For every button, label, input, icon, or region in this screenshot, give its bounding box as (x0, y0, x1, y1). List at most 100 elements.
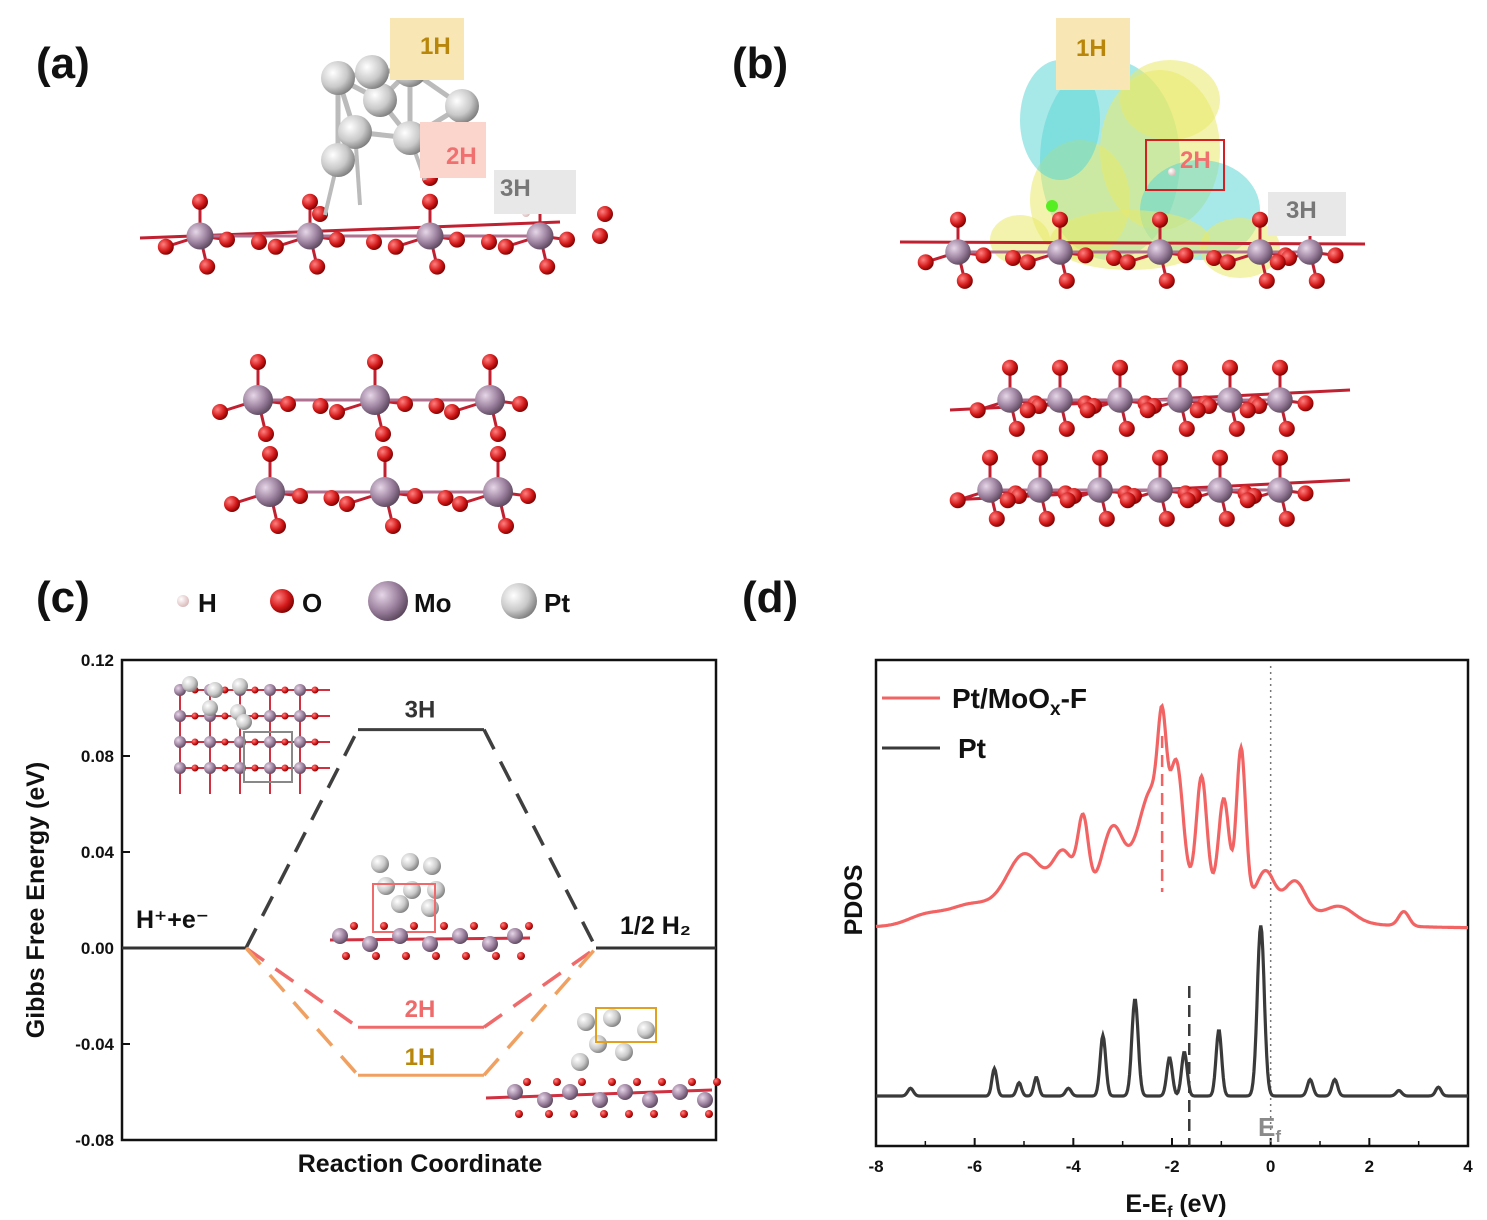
chart-d-ylabel: PDOS (840, 865, 868, 936)
mo-atom (332, 928, 348, 944)
pt-atom (236, 714, 252, 730)
o-atom (982, 449, 998, 466)
x-tick-label: -2 (1164, 1157, 1179, 1176)
o-atom (157, 238, 174, 255)
o-atom (1059, 492, 1076, 509)
o-atom (969, 402, 986, 419)
pathway-in-1h (244, 946, 360, 1077)
panel-label-a: (a) (36, 39, 90, 88)
chart-c-xlabel: Reaction Coordinate (298, 1150, 543, 1178)
o-atom (950, 211, 966, 228)
y-tick-label: 0.00 (81, 939, 114, 958)
pt-atom (615, 1043, 633, 1061)
o-atom (251, 234, 267, 250)
pt-atom (321, 143, 355, 177)
o-atom (523, 1078, 531, 1086)
o-atom (482, 354, 498, 370)
o-atom (366, 234, 382, 250)
pt-atom (207, 682, 223, 698)
pt-atom (445, 89, 479, 123)
o-atom (449, 231, 465, 248)
mo-atom (452, 928, 468, 944)
mo-atom (483, 477, 513, 507)
y-tick-label: 0.04 (81, 843, 115, 862)
o-atom (402, 952, 410, 960)
mo-atom (264, 684, 276, 696)
o-atom (377, 446, 393, 462)
o-atom (1032, 449, 1048, 466)
site-label-1h-b: 1H (1076, 35, 1107, 62)
o-atom (1052, 359, 1068, 376)
o-atom (1058, 420, 1075, 437)
fermi-level-label: Ef (1258, 1112, 1281, 1146)
panel-label-c: (c) (36, 573, 90, 622)
o-atom (452, 496, 468, 512)
pt-atom (355, 55, 389, 89)
mo-atom (174, 762, 186, 774)
o-atom (1052, 211, 1068, 228)
mo-atom (1147, 477, 1173, 503)
o-atom (1077, 247, 1094, 264)
o-atom (407, 488, 423, 504)
site-label-3h-b: 3H (1286, 197, 1317, 224)
o-atom (1098, 510, 1115, 527)
mo-atom (294, 710, 306, 722)
o-atom (1139, 402, 1156, 419)
pathway-out-2h (482, 946, 598, 1029)
mo-atom (296, 222, 324, 250)
pdos-curve-pt-moox (875, 702, 1468, 930)
o-atom (397, 396, 413, 412)
legend-atom-mo (368, 581, 408, 621)
x-tick-label: -8 (868, 1157, 883, 1176)
o-atom (432, 952, 440, 960)
mo-atom (592, 1092, 608, 1108)
o-atom (1272, 449, 1288, 466)
o-atom (956, 272, 973, 289)
y-tick-label: 0.08 (81, 747, 114, 766)
o-atom (224, 496, 240, 512)
o-atom (302, 193, 318, 210)
o-atom (1222, 359, 1238, 376)
o-atom (1158, 510, 1175, 527)
y-tick-label: -0.08 (75, 1131, 114, 1150)
legend-label-pt: Pt (958, 733, 986, 764)
o-atom (570, 1110, 578, 1118)
o-atom (688, 1078, 696, 1086)
pt-atom (403, 881, 421, 899)
x-tick-label: 2 (1365, 1157, 1374, 1176)
o-atom (1058, 272, 1075, 289)
inset-highlight-box (595, 1007, 657, 1043)
mo-atom (526, 222, 554, 250)
chart-c-ylabel: Gibbs Free Energy (eV) (22, 762, 50, 1038)
o-atom (323, 490, 340, 506)
o-atom (1119, 492, 1136, 509)
mo-atom (1267, 387, 1293, 413)
h-atom (1168, 168, 1176, 176)
o-atom (422, 193, 438, 210)
bond (899, 240, 1366, 246)
structure-b (899, 60, 1366, 527)
mo-atom (362, 936, 378, 952)
site-label-2h-b: 2H (1180, 147, 1211, 174)
o-atom (437, 490, 454, 506)
mo-atom (672, 1084, 688, 1100)
o-atom (311, 686, 319, 694)
o-atom (311, 764, 319, 772)
mo-atom (1297, 239, 1323, 265)
o-atom (517, 952, 525, 960)
chart-c-frame (120, 658, 718, 1142)
mo-atom (617, 1084, 633, 1100)
pathway-out-3h (482, 728, 598, 949)
o-atom (490, 446, 506, 462)
o-atom (1189, 402, 1206, 419)
atom-legend: H O Mo Pt (177, 581, 570, 621)
o-atom (539, 258, 556, 275)
legend-label-mo: Mo (414, 588, 452, 618)
o-atom (219, 231, 235, 248)
pt-atom (393, 121, 427, 155)
mo-atom (1267, 477, 1293, 503)
o-atom (292, 488, 308, 504)
o-atom (705, 1110, 713, 1118)
o-atom (1172, 359, 1188, 376)
